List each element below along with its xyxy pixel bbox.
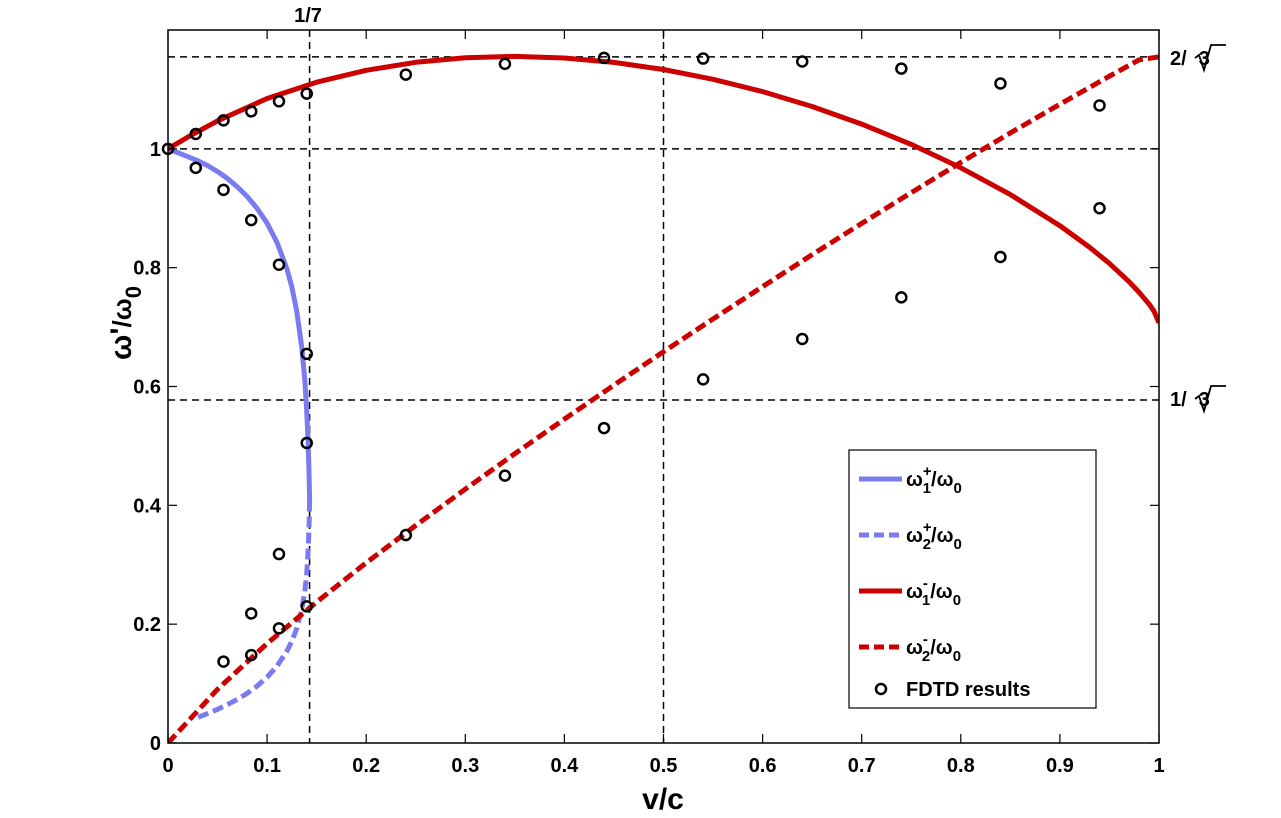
x-tick-label-8: 0.8 <box>947 755 975 777</box>
fdtd-point <box>272 547 286 561</box>
annotation-one-seventh: 1/7 <box>294 5 322 27</box>
fdtd-point <box>272 258 286 271</box>
fdtd-point <box>895 291 908 304</box>
legend-box <box>848 449 1097 709</box>
fdtd-point <box>244 607 258 620</box>
series-line-w2p <box>196 500 313 720</box>
fdtd-point <box>399 528 413 542</box>
y-tick-label-0: 0 <box>150 733 161 755</box>
fdtd-point <box>597 51 611 65</box>
fdtd-point <box>696 52 710 65</box>
svg-text:ω'/ω0: ω'/ω0 <box>105 286 146 360</box>
legend-item-fdtd: FDTD results <box>874 679 1030 701</box>
reference-lines <box>168 30 1159 743</box>
annotation-upper-radicand: 3 <box>1199 48 1210 70</box>
fdtd-point <box>895 62 908 75</box>
svg-text:FDTD results: FDTD results <box>906 679 1030 701</box>
fdtd-point <box>300 87 313 100</box>
fdtd-point <box>272 95 286 108</box>
annotation-two-over-root-three: 2/3 <box>1170 44 1226 74</box>
x-tick-label-4: 0.4 <box>550 755 579 777</box>
svg-text:ω+1/ω0: ω+ 1/ω0 <box>906 463 962 497</box>
legend-marker-fdtd <box>874 682 888 696</box>
y-tick-label-5: 1 <box>150 139 161 161</box>
annotation-lower-radicand: 3 <box>1199 389 1210 411</box>
x-tick-label-6: 0.6 <box>749 755 777 777</box>
fdtd-point <box>498 57 512 71</box>
series-line-w2m <box>168 54 1159 743</box>
x-tick-label-3: 0.3 <box>451 755 479 777</box>
y-tick-label-3: 0.6 <box>133 377 161 399</box>
annotation-one-over-root-three: 1/3 <box>1170 385 1226 415</box>
fdtd-point <box>696 373 710 386</box>
fdtd-point <box>300 436 313 450</box>
svg-text:2/3: 2/3 <box>1170 48 1210 70</box>
legend-item-w2p: ω+ 2/ω0 <box>859 519 962 553</box>
fdtd-point <box>189 127 202 141</box>
x-tick-label-0: 0 <box>162 755 173 777</box>
fdtd-point <box>994 77 1007 90</box>
series-line-w1p <box>168 146 313 501</box>
fdtd-point <box>300 347 313 361</box>
fdtd-point <box>189 161 202 175</box>
y-tick-label-2: 0.4 <box>133 495 162 517</box>
series-line-w1m <box>168 53 1159 324</box>
x-tick-label-7: 0.7 <box>848 755 876 777</box>
legend-item-w2m: ω-2/ω0 <box>859 631 961 665</box>
y-axis-label: ω'/ω0 <box>105 286 146 360</box>
legend-item-w1p: ω+ 1/ω0 <box>859 463 962 497</box>
x-tick-label-1: 0.1 <box>253 755 281 777</box>
svg-text:1/3: 1/3 <box>1170 389 1210 411</box>
annotation-upper-prefix: 2/ <box>1170 48 1187 70</box>
fdtd-point <box>994 250 1007 264</box>
fdtd-point <box>217 183 230 197</box>
legend-item-w1m: ω-1/ω0 <box>859 575 961 609</box>
fdtd-point <box>795 332 809 346</box>
y-label-sep: /ω <box>107 298 137 327</box>
fdtd-point <box>795 55 809 68</box>
y-label-base: ω' <box>105 327 138 359</box>
tick-marks <box>167 30 1160 744</box>
fdtd-point <box>217 114 230 127</box>
fdtd-point <box>1093 202 1106 215</box>
fdtd-point <box>1093 99 1106 112</box>
fdtd-markers <box>161 51 1106 668</box>
fdtd-point <box>217 655 230 668</box>
svg-text:ω+2/ω0: ω+ 2/ω0 <box>906 519 962 553</box>
fdtd-point <box>300 600 313 613</box>
fdtd-point <box>244 213 258 227</box>
x-axis-label: v/c <box>642 783 684 816</box>
annotation-lower-prefix: 1/ <box>1170 389 1187 411</box>
y-tick-label-1: 0.2 <box>133 614 161 636</box>
svg-text:ω-2/ω0: ω-2/ω0 <box>906 631 961 665</box>
series-layer <box>168 53 1159 743</box>
x-tick-label-5: 0.5 <box>650 755 678 777</box>
fdtd-point <box>399 68 413 81</box>
tick-labels: 0 0.1 0.2 0.3 0.4 0.5 0.6 0.7 0.8 0.9 1 0 0.2 0.4 0.6 0… <box>133 139 1164 777</box>
fdtd-point <box>597 421 611 435</box>
x-tick-label-2: 0.2 <box>352 755 380 777</box>
x-tick-label-9: 0.9 <box>1046 755 1074 777</box>
fdtd-point <box>272 622 286 635</box>
y-tick-label-4: 0.8 <box>133 258 161 280</box>
y-label-sub: 0 <box>121 286 146 298</box>
radical-sign-lower <box>1194 385 1226 415</box>
radical-sign-upper <box>1194 44 1226 74</box>
x-tick-label-10: 1 <box>1153 755 1164 777</box>
fdtd-point <box>244 105 258 118</box>
fdtd-point <box>498 469 512 482</box>
svg-text:ω-1/ω0: ω-1/ω0 <box>906 575 961 609</box>
fdtd-point <box>244 648 258 662</box>
legend: ω+ 1/ω0 ω+ 2/ω0 ω-1/ω0 ω-2/ω0 FDTD results <box>848 449 1097 709</box>
